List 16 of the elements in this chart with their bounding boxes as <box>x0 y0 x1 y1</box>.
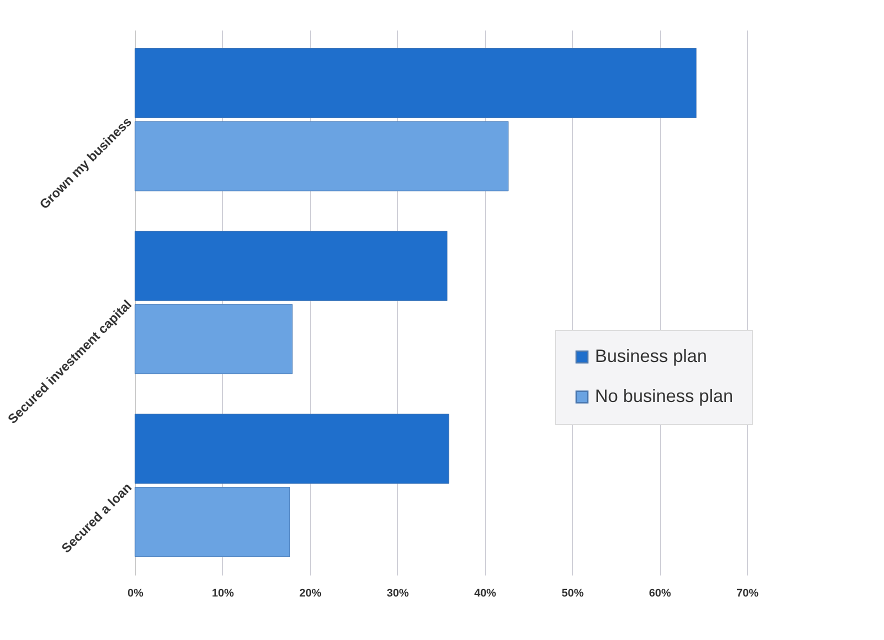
x-tick-label: 70% <box>736 588 759 600</box>
x-tick-label: 30% <box>386 588 410 600</box>
bar <box>134 48 697 118</box>
bar <box>134 230 448 301</box>
x-tick-label: 60% <box>649 588 672 600</box>
bar <box>134 121 509 192</box>
x-tick-label: 0% <box>128 588 144 600</box>
legend-label: Business plan <box>595 346 708 366</box>
bar <box>134 304 293 374</box>
bar <box>134 414 450 484</box>
x-tick-label: 20% <box>299 588 322 600</box>
x-tick-label: 50% <box>562 588 584 600</box>
legend-label: No business plan <box>595 386 734 406</box>
bar <box>134 486 290 557</box>
x-tick-label: 10% <box>212 588 234 600</box>
x-tick-label: 40% <box>474 588 496 600</box>
